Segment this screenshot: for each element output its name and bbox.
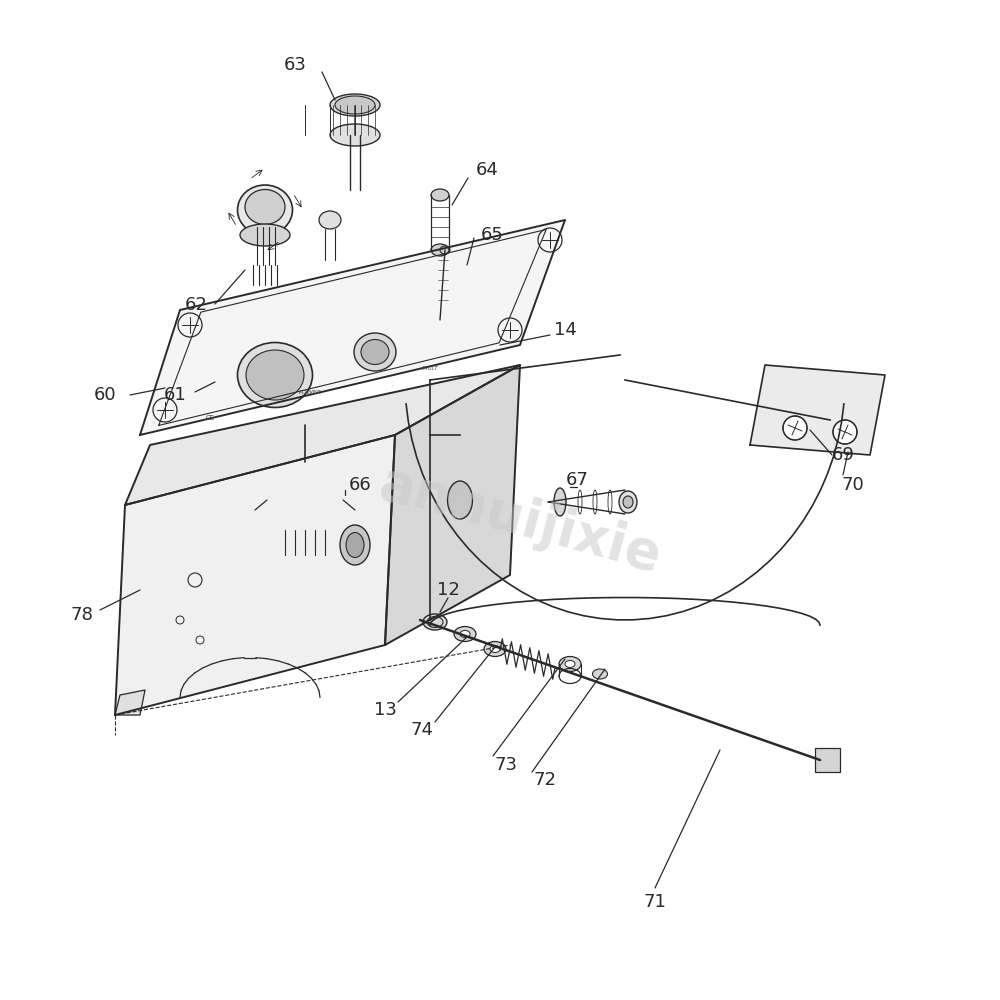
Ellipse shape: [330, 124, 380, 146]
Text: 65: 65: [481, 226, 503, 244]
Ellipse shape: [240, 224, 290, 246]
Polygon shape: [125, 365, 520, 505]
Text: 64: 64: [476, 161, 498, 179]
Ellipse shape: [354, 333, 396, 371]
Ellipse shape: [272, 485, 338, 515]
Text: 78: 78: [71, 606, 93, 624]
Ellipse shape: [335, 96, 375, 114]
Ellipse shape: [454, 626, 476, 642]
Ellipse shape: [238, 185, 292, 235]
Text: 63: 63: [284, 56, 306, 74]
Bar: [815, 748, 840, 772]
Text: 72: 72: [534, 771, 556, 789]
Ellipse shape: [559, 656, 581, 672]
Circle shape: [295, 412, 315, 432]
Ellipse shape: [245, 190, 285, 225]
Text: 62: 62: [185, 296, 207, 314]
Text: 12: 12: [437, 581, 459, 599]
Text: annuijixie: annuijixie: [373, 457, 667, 583]
Circle shape: [277, 462, 333, 518]
Ellipse shape: [623, 496, 633, 508]
Ellipse shape: [330, 94, 380, 116]
Text: 74: 74: [411, 721, 434, 739]
Ellipse shape: [423, 614, 447, 630]
Text: 69: 69: [832, 446, 854, 464]
Circle shape: [783, 416, 807, 440]
Text: FAULT: FAULT: [422, 365, 438, 370]
Ellipse shape: [340, 525, 370, 565]
Text: 71: 71: [644, 893, 666, 911]
Ellipse shape: [490, 646, 500, 652]
Polygon shape: [115, 690, 145, 715]
Polygon shape: [385, 365, 520, 645]
Text: 70: 70: [842, 476, 864, 494]
Ellipse shape: [592, 669, 608, 679]
Text: CE: CE: [205, 415, 215, 421]
Ellipse shape: [319, 211, 341, 229]
Ellipse shape: [246, 350, 304, 400]
Ellipse shape: [431, 244, 449, 256]
Polygon shape: [750, 365, 885, 455]
Text: 61: 61: [164, 386, 186, 404]
Text: POWER: POWER: [298, 389, 322, 394]
Ellipse shape: [484, 642, 506, 656]
Text: 73: 73: [494, 756, 518, 774]
Ellipse shape: [448, 481, 473, 519]
Ellipse shape: [619, 491, 637, 513]
Text: 13: 13: [374, 701, 396, 719]
Text: 14: 14: [554, 321, 576, 339]
Ellipse shape: [460, 631, 470, 638]
Ellipse shape: [361, 340, 389, 364]
Text: 67: 67: [566, 471, 588, 489]
Polygon shape: [115, 435, 395, 715]
Ellipse shape: [565, 660, 575, 668]
Ellipse shape: [554, 488, 566, 516]
Ellipse shape: [238, 342, 312, 408]
Ellipse shape: [431, 189, 449, 201]
Circle shape: [833, 420, 857, 444]
Ellipse shape: [346, 532, 364, 558]
Text: 60: 60: [94, 386, 116, 404]
Text: 66: 66: [349, 476, 371, 494]
Polygon shape: [140, 220, 565, 435]
